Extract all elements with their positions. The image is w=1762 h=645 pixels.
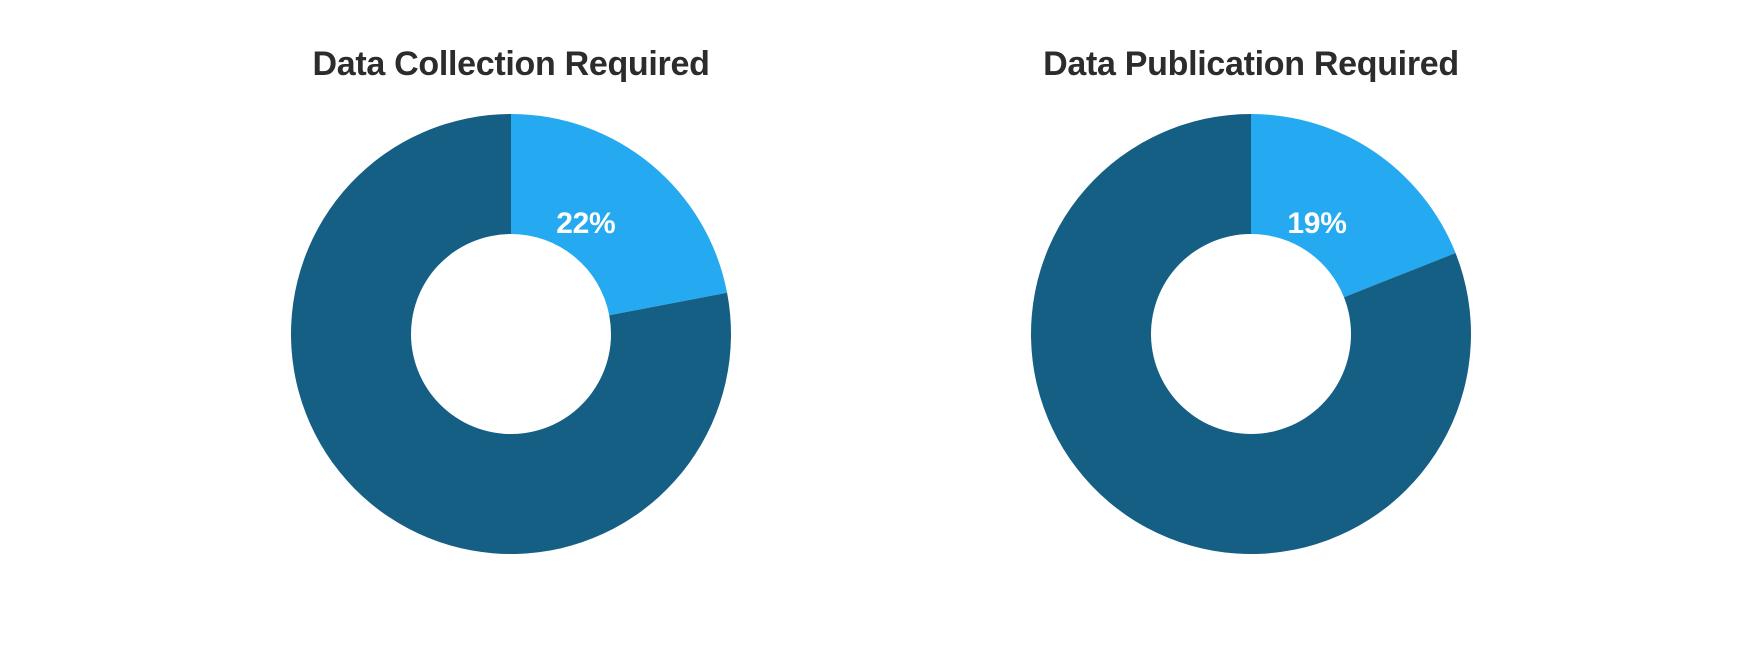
donut-svg-publication: [1031, 114, 1471, 554]
donut-chart-publication: 19%: [1031, 114, 1471, 554]
donut-slice-0: [511, 114, 727, 315]
donut-chart-collection: 22%: [291, 114, 731, 554]
chart-block-publication: Data Publication Required 19%: [1031, 45, 1471, 554]
slice-label-publication: 19%: [1287, 207, 1346, 241]
chart-block-collection: Data Collection Required 22%: [291, 45, 731, 554]
donut-svg-collection: [291, 114, 731, 554]
chart-title-publication: Data Publication Required: [1043, 45, 1459, 84]
slice-label-collection: 22%: [556, 207, 615, 241]
chart-title-collection: Data Collection Required: [312, 45, 709, 84]
charts-container: Data Collection Required 22% Data Public…: [0, 0, 1762, 645]
